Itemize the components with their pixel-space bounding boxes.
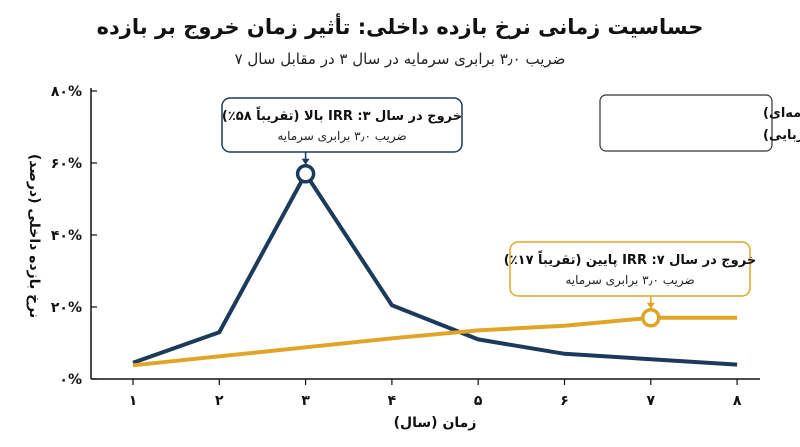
annotation-arrow-exit-year-7 [646, 302, 655, 309]
axes [90, 88, 760, 380]
x-axis-label: زمان (سال) [394, 415, 477, 431]
legend-entry-exit-year-7: خروج در سال ۷ (کهربایی) [763, 128, 800, 143]
data-point-marker-exit-year-7 [641, 308, 661, 328]
annotations: خروج در سال ۳: IRR بالا (تقریباً ۵۸٪) ضری… [221, 97, 756, 328]
legend: خروج در سال ۳ (سرمه‌ای) خروج در سال ۷ (ک… [599, 94, 800, 152]
annotation-box-exit-year-7 [509, 241, 751, 297]
x-tick-label: ۷ [647, 393, 656, 409]
y-tick-label: ۶۰% [51, 156, 82, 172]
series-line-exit-year-3 [132, 169, 738, 367]
x-tick-label: ۱ [129, 393, 138, 409]
data-point-marker-exit-year-3 [295, 164, 316, 184]
annotation-box-exit-year-3 [221, 97, 463, 153]
x-tick-label: ۳ [301, 393, 310, 409]
legend-box [599, 94, 773, 152]
chart-title: حساسیت زمانی نرخ بازده داخلی: تأثیر زمان… [97, 12, 704, 40]
x-ticks: ۱ ۲ ۳ ۴ ۵ ۶ ۷ ۸ [129, 379, 742, 409]
annotation-title-exit-year-7: خروج در سال ۷: IRR پایین (تقریباً ۱۷٪) [504, 250, 756, 268]
x-tick-label: ۸ [733, 393, 742, 409]
y-ticks: ۰% ۲۰% ۴۰% ۶۰% ۸۰% [51, 84, 97, 388]
x-tick-label: ۶ [560, 393, 569, 409]
legend-entry-exit-year-3: خروج در سال ۳ (سرمه‌ای) [763, 106, 800, 121]
y-tick-label: ۴۰% [51, 228, 82, 244]
chart-subtitle: ضریب ۳٫۰ برابری سرمایه در سال ۳ در مقابل… [235, 50, 566, 68]
x-tick-label: ۲ [215, 393, 224, 409]
annotation-title-exit-year-3: خروج در سال ۳: IRR بالا (تقریباً ۵۸٪) [222, 106, 462, 124]
y-tick-label: ۸۰% [51, 84, 82, 100]
x-tick-label: ۵ [474, 393, 483, 409]
annotation-subtitle-exit-year-7: ضریب ۳٫۰ برابری سرمایه [565, 273, 694, 288]
annotation-subtitle-exit-year-3: ضریب ۳٫۰ برابری سرمایه [277, 129, 406, 144]
y-tick-label: ۲۰% [51, 300, 82, 316]
x-tick-label: ۴ [388, 393, 397, 409]
y-tick-label: ۰% [59, 372, 82, 388]
annotation-arrow-exit-year-3 [301, 158, 310, 165]
y-axis-label: نرخ بازده داخلی (درصد) [26, 154, 42, 318]
series-line-exit-year-7 [132, 315, 738, 368]
series-lines [132, 169, 738, 368]
